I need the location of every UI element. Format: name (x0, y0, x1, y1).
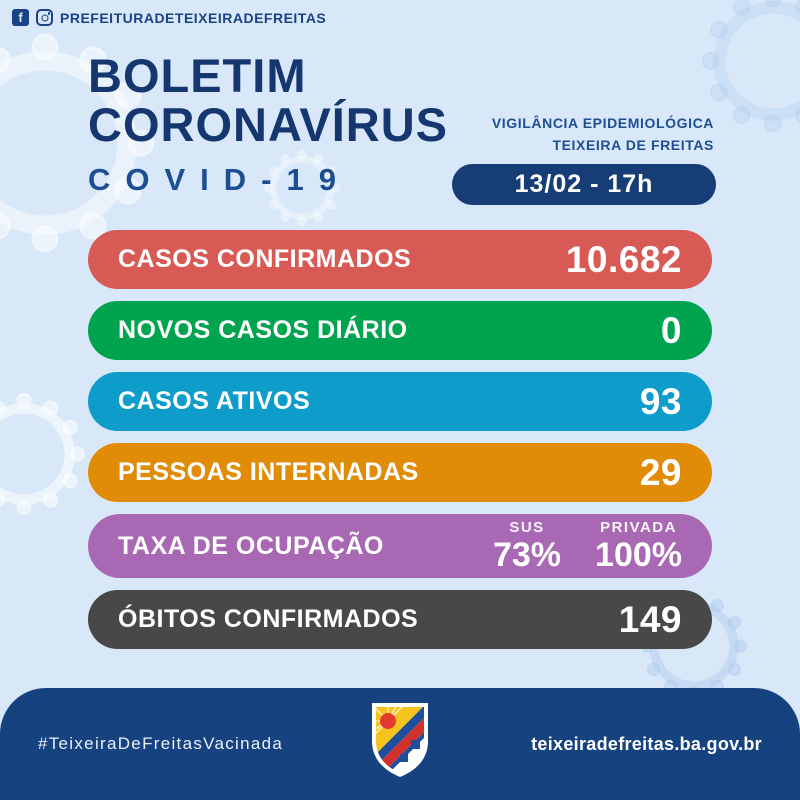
title-line-coronavirus: CORONAVÍRUS (88, 97, 449, 151)
stat-casos-confirmados: CASOS CONFIRMADOS 10.682 (88, 230, 712, 289)
occupancy-sus-value: 73% (492, 536, 562, 574)
stat-label: PESSOAS INTERNADAS (118, 458, 419, 486)
subtitle-line1: VIGILÂNCIA EPIDEMIOLÓGICA (491, 115, 714, 131)
stat-label: TAXA DE OCUPAÇÃO (118, 531, 384, 560)
title-line-boletim: BOLETIM (88, 49, 307, 102)
footer-bar: #TeixeiraDeFreitasVacinada (0, 688, 800, 800)
vigilancia-subtitle: VIGILÂNCIA EPIDEMIOLÓGICA TEIXEIRA DE FR… (492, 113, 714, 156)
stat-value: 29 (639, 451, 682, 493)
stat-taxa-de-ocupacao: TAXA DE OCUPAÇÃO SUS 73% PRIVADA 100% (88, 514, 712, 578)
stat-label: CASOS CONFIRMADOS (118, 245, 412, 273)
stat-value: 10.682 (565, 238, 682, 280)
stat-obitos-confirmados: ÓBITOS CONFIRMADOS 149 (88, 590, 712, 649)
vaccination-hashtag: #TeixeiraDeFreitasVacinada (38, 734, 284, 753)
facebook-icon: f (12, 9, 29, 26)
occupancy-privada: PRIVADA 100% (595, 520, 682, 572)
city-crest-icon (372, 703, 428, 777)
stat-value: 93 (639, 380, 682, 422)
social-handle: PREFEITURADETEIXEIRADEFREITAS (60, 9, 327, 26)
stat-value: 149 (618, 598, 682, 640)
stat-label: CASOS ATIVOS (118, 387, 311, 415)
title-line-covid19: COVID-19 (88, 161, 351, 197)
stat-label: NOVOS CASOS DIÁRIO (118, 316, 408, 344)
stat-novos-casos-diario: NOVOS CASOS DIÁRIO 0 (88, 301, 712, 360)
title-block: BOLETIM CORONAVÍRUS COVID-19 (88, 49, 449, 198)
stats-list: CASOS CONFIRMADOS 10.682 NOVOS CASOS DIÁ… (88, 230, 712, 649)
date-time-badge: 13/02 - 17h (452, 164, 716, 205)
stat-label: ÓBITOS CONFIRMADOS (118, 605, 419, 633)
occupancy-sus: SUS 73% (493, 520, 561, 572)
subtitle-line2: TEIXEIRA DE FREITAS (552, 136, 714, 153)
header-bar: f PREFEITURADETEIXEIRADEFREITAS (12, 9, 326, 26)
occupancy-privada-value: 100% (595, 536, 682, 574)
occupancy-values: SUS 73% PRIVADA 100% (493, 520, 682, 572)
website-url: teixeiradefreitas.ba.gov.br (531, 733, 762, 754)
instagram-icon (36, 9, 53, 26)
virus-decoration (0, 390, 88, 518)
stat-value: 0 (660, 309, 682, 351)
occupancy-privada-label: PRIVADA (600, 519, 677, 536)
occupancy-sus-label: SUS (509, 519, 545, 536)
stat-pessoas-internadas: PESSOAS INTERNADAS 29 (88, 443, 712, 502)
stat-casos-ativos: CASOS ATIVOS 93 (88, 372, 712, 431)
